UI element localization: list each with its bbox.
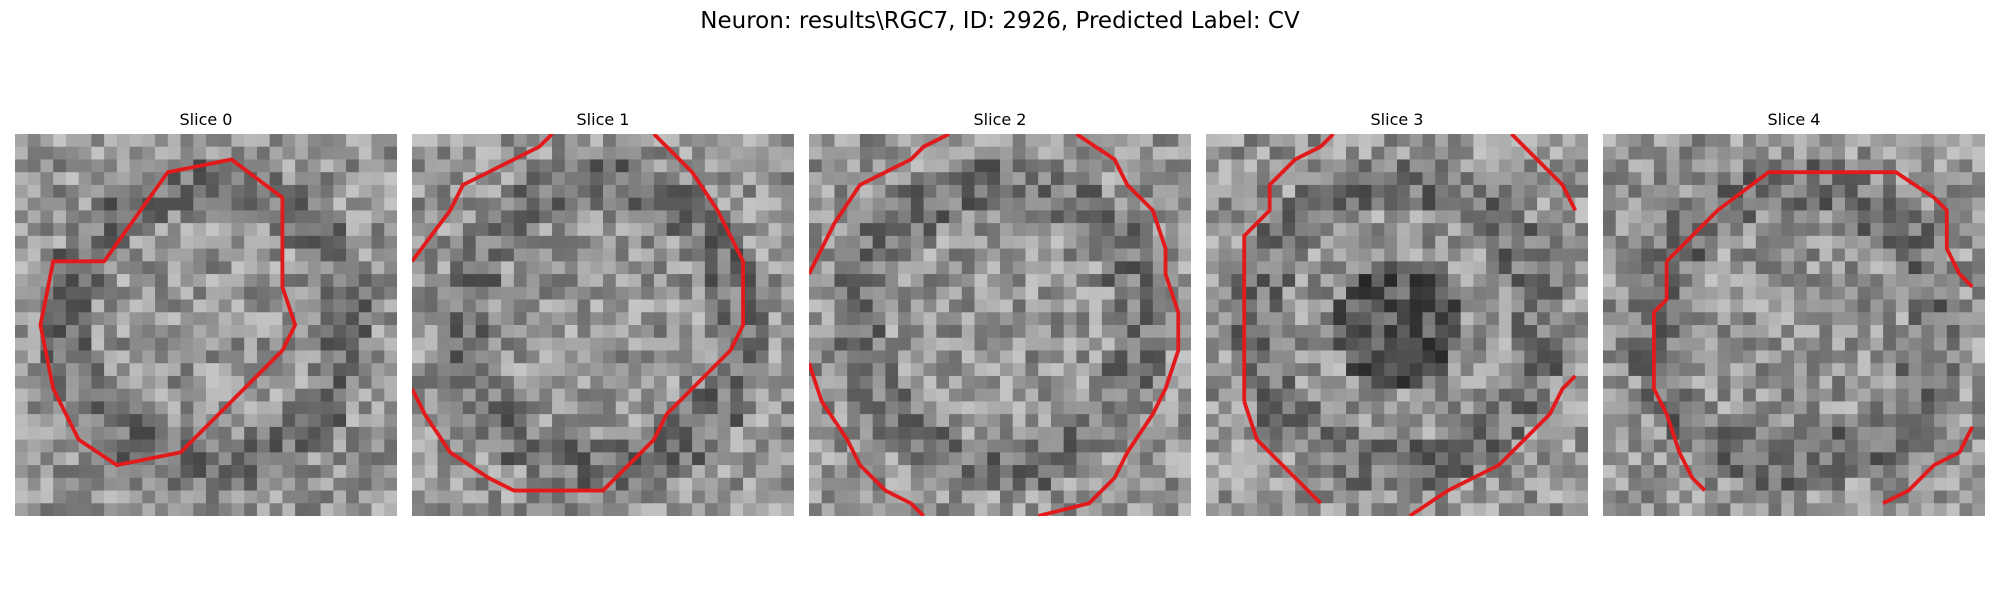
- contour-line: [1510, 134, 1577, 212]
- contour-line: [809, 362, 925, 516]
- contour-line: [1242, 400, 1322, 505]
- slice-title: Slice 1: [576, 110, 630, 129]
- contour-line: [1665, 170, 1974, 289]
- slice-image: [1603, 134, 1985, 516]
- slice-image: [809, 134, 1191, 516]
- slice-title: Slice 3: [1370, 110, 1424, 129]
- slice-title: Slice 2: [973, 110, 1027, 129]
- slice-image: [15, 134, 397, 516]
- contour-line: [412, 134, 745, 493]
- slice-panel-4: Slice 4: [1603, 110, 1985, 516]
- slice-panel-3: Slice 3: [1206, 110, 1588, 516]
- contour-line: [1037, 134, 1181, 516]
- slice-panel-0: Slice 0: [15, 110, 397, 516]
- contour-line: [412, 134, 554, 263]
- slice-panel-1: Slice 1: [412, 110, 794, 516]
- slice-panel-2: Slice 2: [809, 110, 1191, 516]
- contour-line: [809, 134, 950, 275]
- slice-image: [412, 134, 794, 516]
- contour-line: [1242, 134, 1335, 402]
- contour-line: [1882, 426, 1974, 505]
- contour-line: [1652, 261, 1707, 492]
- slice-title: Slice 0: [179, 110, 233, 129]
- contour-line: [38, 157, 298, 468]
- slice-image: [1206, 134, 1588, 516]
- slice-title: Slice 4: [1767, 110, 1821, 129]
- figure-title: Neuron: results\RGC7, ID: 2926, Predicte…: [700, 8, 1300, 34]
- contour-line: [1408, 374, 1577, 516]
